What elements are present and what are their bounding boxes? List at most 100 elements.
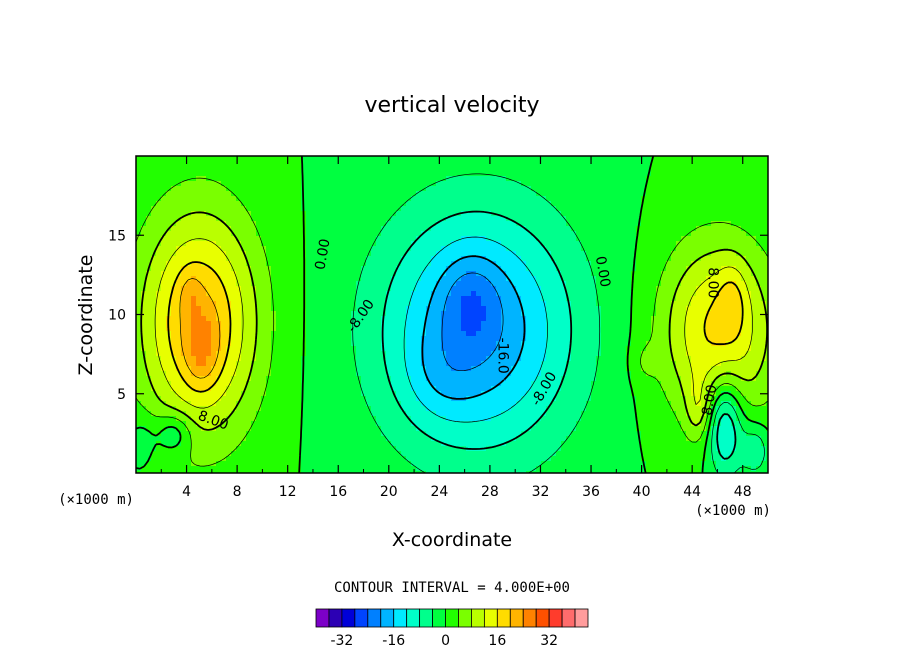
- contour-fill-cell: [656, 291, 677, 297]
- contour-fill-cell: [181, 371, 192, 377]
- contour-fill-cell: [696, 401, 702, 407]
- contour-fill-cell: [441, 321, 462, 327]
- contour-fill-cell: [571, 326, 602, 332]
- contour-fill-cell: [191, 441, 242, 447]
- contour-fill-cell: [146, 281, 162, 287]
- contour-fill-cell: [686, 436, 702, 442]
- contour-fill-cell: [241, 301, 257, 307]
- contour-fill-cell: [631, 376, 657, 382]
- contour-fill-cell: [206, 286, 227, 292]
- contour-fill-cell: [566, 366, 597, 372]
- contour-fill-cell: [381, 231, 422, 237]
- contour-fill-cell: [136, 331, 142, 337]
- contour-fill-cell: [441, 391, 482, 397]
- contour-fill-cell: [391, 216, 447, 222]
- contour-fill-cell: [136, 316, 142, 322]
- contour-fill-cell: [596, 276, 632, 282]
- contour-fill-cell: [176, 221, 227, 227]
- contour-fill-cell: [486, 316, 502, 322]
- contour-fill-cell: [301, 361, 357, 367]
- contour-fill-cell: [546, 406, 587, 412]
- contour-fill-cell: [641, 221, 712, 227]
- contour-fill-cell: [651, 171, 768, 177]
- colorbar-swatch: [432, 608, 446, 628]
- contour-fill-cell: [766, 356, 768, 362]
- contour-fill-cell: [691, 296, 717, 302]
- colorbar-tick-label: -32: [330, 633, 353, 649]
- contour-fill-cell: [766, 311, 768, 317]
- x-tick-label: 36: [582, 484, 600, 500]
- contour-fill-cell: [181, 376, 217, 382]
- contour-fill-cell: [166, 321, 182, 327]
- contour-fill-cell: [686, 431, 702, 437]
- contour-fill-cell: [256, 301, 272, 307]
- contour-fill-cell: [686, 331, 707, 337]
- contour-fill-cell: [486, 276, 507, 282]
- contour-fill-cell: [516, 286, 542, 292]
- contour-fill-cell: [766, 446, 768, 452]
- contour-fill-cell: [171, 256, 227, 262]
- contour-fill-cell: [641, 431, 687, 437]
- contour-fill-cell: [441, 311, 462, 317]
- contour-fill-cell: [461, 306, 487, 312]
- contour-fill-cell: [191, 431, 247, 437]
- contour-fill-cell: [356, 351, 387, 357]
- contour-fill-cell: [411, 386, 437, 392]
- contour-fill-cell: [301, 411, 372, 417]
- contour-fill-cell: [176, 416, 192, 422]
- contour-fill-cell: [146, 276, 162, 282]
- y-axis: 5 10 15: [108, 228, 768, 403]
- contour-fill-cell: [526, 321, 547, 327]
- contour-fill-cell: [256, 231, 307, 237]
- contour-fill-cell: [546, 326, 572, 332]
- contour-fill-cell: [221, 281, 237, 287]
- contour-fill-cell: [761, 291, 768, 297]
- contour-fill-cell: [211, 266, 232, 272]
- contour-label: 0.00: [592, 255, 613, 288]
- contour-fill-cell: [661, 381, 682, 387]
- contour-fill-cell: [416, 191, 537, 197]
- contour-fill-cell: [711, 416, 717, 422]
- contour-fill-cell: [136, 326, 142, 332]
- contour-fill-cell: [711, 306, 742, 312]
- contour-fill-cell: [301, 366, 357, 372]
- contour-fill-cell: [711, 251, 737, 257]
- contour-fill-cell: [376, 236, 417, 242]
- contour-fill-cell: [241, 331, 257, 337]
- contour-fill-cell: [501, 266, 527, 272]
- contour-fill-cell: [156, 311, 172, 317]
- contour-interval-text: CONTOUR INTERVAL = 4.000E+00: [334, 580, 570, 596]
- contour-fill-cell: [516, 361, 542, 367]
- contour-fill-cell: [231, 316, 242, 322]
- contour-fill-cell: [436, 221, 517, 227]
- contour-fill-cell: [136, 456, 152, 462]
- contour-fill-cell: [526, 326, 547, 332]
- contour-fill-cell: [736, 446, 767, 452]
- contour-fill-cell: [511, 281, 537, 287]
- contour-fill-cell: [301, 191, 417, 197]
- contour-fill-cell: [141, 346, 157, 352]
- contour-fill-cell: [636, 396, 667, 402]
- contour-fill-cell: [306, 236, 377, 242]
- contour-fill-cell: [141, 306, 157, 312]
- contour-fill-cell: [421, 271, 447, 277]
- contour-fill-cell: [506, 271, 532, 277]
- contour-fill-cell: [406, 371, 427, 377]
- contour-fill-cell: [231, 326, 242, 332]
- contour-fill-cell: [711, 456, 722, 462]
- contour-fill-cell: [501, 331, 527, 337]
- contour-fill-cell: [301, 156, 652, 162]
- contour-fill-cell: [166, 401, 192, 407]
- contour-fill-cell: [636, 426, 682, 432]
- contour-fill-cell: [216, 381, 232, 387]
- contour-fill-cell: [151, 386, 172, 392]
- contour-fill-cell: [306, 306, 357, 312]
- contour-fill-cell: [706, 416, 712, 422]
- contour-fill-cell: [231, 336, 242, 342]
- contour-fill-cell: [221, 331, 232, 337]
- contour-fill-cell: [151, 206, 247, 212]
- x-tick-label: 12: [279, 484, 297, 500]
- contour-fill-cell: [381, 341, 407, 347]
- contour-fill-cell: [216, 271, 237, 277]
- contour-fill-cell: [226, 351, 242, 357]
